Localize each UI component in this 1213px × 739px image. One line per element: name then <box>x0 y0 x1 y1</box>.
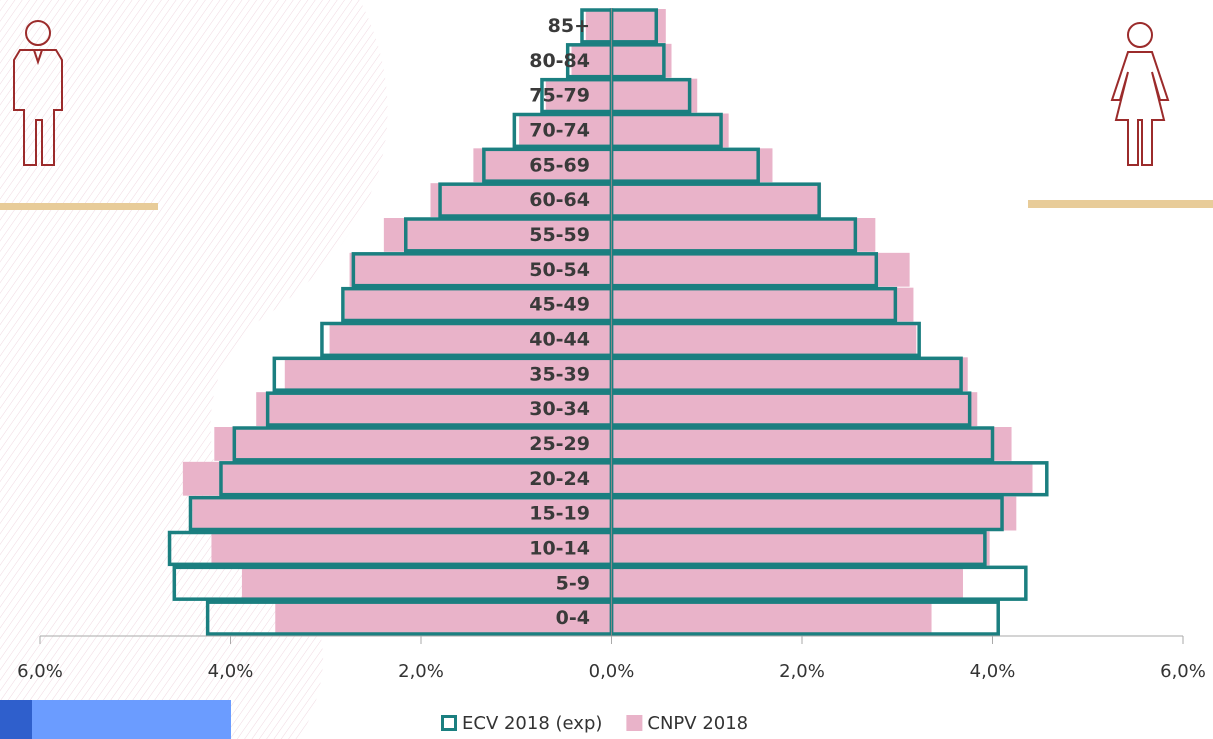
bar <box>241 566 612 601</box>
bar <box>611 461 1033 496</box>
x-tick-label: 2,0% <box>398 661 444 682</box>
category-label: 65-69 <box>529 154 590 176</box>
category-label: 30-34 <box>529 398 590 420</box>
bar <box>182 461 612 496</box>
category-label: 0-4 <box>556 607 590 629</box>
plot: 85+ 80-84 75-79 70-74 65-69 60-64 55-59 50-54 45… <box>17 8 1206 734</box>
bar <box>611 287 914 322</box>
bar <box>192 496 612 531</box>
x-tick-label: 4,0% <box>208 661 254 682</box>
bar <box>611 78 698 113</box>
bar <box>611 601 932 635</box>
background-swirl <box>0 0 388 739</box>
bar <box>611 531 990 566</box>
bar <box>611 427 1012 461</box>
bar <box>585 9 612 43</box>
category-label: 75-79 <box>529 85 590 107</box>
bar <box>344 287 612 322</box>
legend-swatch <box>626 715 643 731</box>
bar <box>611 392 978 426</box>
bar <box>611 252 910 287</box>
decor-line <box>0 203 158 210</box>
category-label: 25-29 <box>529 433 590 455</box>
category-label: 40-44 <box>529 328 590 350</box>
bar <box>611 218 876 252</box>
decor-line <box>1028 200 1213 208</box>
legend-swatch <box>441 715 457 731</box>
bar <box>611 43 672 78</box>
bar <box>611 322 917 357</box>
category-label: 85+ <box>548 15 590 37</box>
bar <box>571 43 612 78</box>
male-icon <box>13 20 63 166</box>
bar <box>545 78 612 113</box>
category-label: 5-9 <box>556 572 590 594</box>
x-tick-label: 6,0% <box>1160 661 1206 682</box>
bar <box>349 252 612 287</box>
bar <box>611 496 1017 531</box>
bar <box>611 183 822 217</box>
bar <box>430 183 612 217</box>
bar <box>383 218 612 252</box>
bar <box>473 148 612 183</box>
bar <box>611 113 729 148</box>
category-label: 50-54 <box>529 259 590 281</box>
category-label: 80-84 <box>529 50 590 72</box>
category-label: 45-49 <box>529 294 590 316</box>
bar <box>214 427 612 461</box>
female-icon <box>1110 22 1170 166</box>
legend-label: CNPV 2018 <box>647 713 748 734</box>
category-label: 15-19 <box>529 503 590 525</box>
category-label: 60-64 <box>529 189 590 211</box>
decor-block <box>32 700 231 739</box>
category-label: 20-24 <box>529 468 590 490</box>
x-tick-label: 6,0% <box>17 661 63 682</box>
bar <box>329 322 612 357</box>
bar <box>211 531 612 566</box>
decor-block <box>0 700 32 739</box>
bar <box>611 566 963 601</box>
category-label: 35-39 <box>529 363 590 385</box>
category-label: 70-74 <box>529 119 590 141</box>
bar <box>519 113 612 148</box>
x-tick-label: 2,0% <box>779 661 825 682</box>
legend-label: ECV 2018 (exp) <box>462 713 602 734</box>
bar <box>275 601 612 635</box>
x-tick-label: 0,0% <box>589 661 635 682</box>
bar <box>284 357 612 392</box>
category-label: 10-14 <box>529 537 590 559</box>
category-label: 55-59 <box>529 224 590 246</box>
bar <box>611 357 968 392</box>
bar <box>256 392 612 426</box>
bar <box>611 148 773 183</box>
x-tick-label: 4,0% <box>970 661 1016 682</box>
